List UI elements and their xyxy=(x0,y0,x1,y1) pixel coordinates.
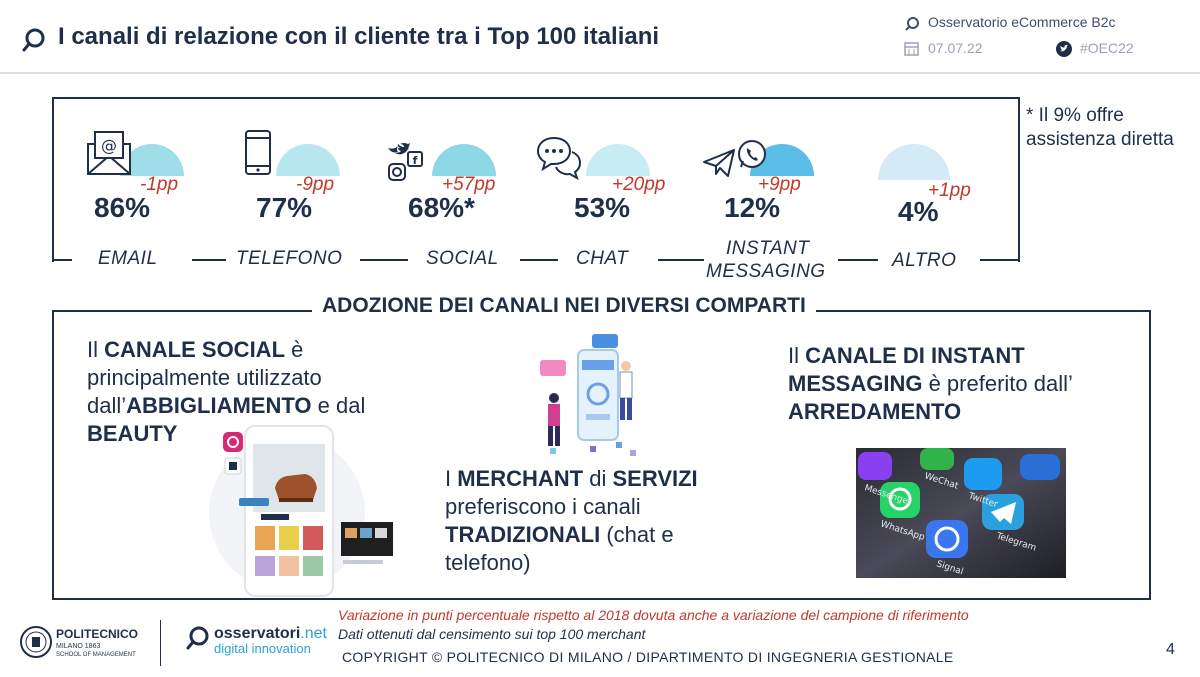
channel-value: 86% xyxy=(94,192,151,223)
chat-icon xyxy=(536,136,582,180)
osservatori-subtitle: digital innovation xyxy=(214,641,311,656)
frame-bottom-segment xyxy=(980,259,1020,261)
frame-bottom-segment xyxy=(658,259,704,261)
email-icon: @ xyxy=(87,131,131,175)
channel-bowl xyxy=(586,144,650,176)
channel-instant-messaging: +9pp 12% INSTANT MESSAGING xyxy=(700,130,840,285)
text-fragment-bold: TRADIZIONALI xyxy=(445,522,601,547)
channel-label: EMAIL xyxy=(98,248,158,269)
channel-bowl xyxy=(432,144,496,176)
section-title: ADOZIONE DEI CANALI NEI DIVERSI COMPARTI xyxy=(312,294,816,318)
channel-phone: -9pp 77% TELEFONO xyxy=(226,130,360,280)
text-fragment: di xyxy=(583,466,613,491)
channel-label-line1: INSTANT xyxy=(726,238,810,259)
channel-value: 68%* xyxy=(408,192,475,223)
footnote-direct-assistance: * Il 9% offre assistenza diretta xyxy=(1026,105,1174,150)
channel-delta: -9pp xyxy=(296,174,335,195)
text-fragment-bold: CANALE SOCIAL xyxy=(104,337,286,362)
social-icon: f xyxy=(388,143,423,181)
social-channel-text: Il CANALE SOCIAL è principalmente utiliz… xyxy=(87,336,417,448)
header-date: 07.07.22 xyxy=(928,40,983,56)
messaging-apps-photo: Messenger WeChat Twitter WhatsApp Telegr… xyxy=(856,448,1066,578)
frame-bottom-segment xyxy=(838,259,878,261)
channel-label: CHAT xyxy=(576,248,629,269)
svg-text:f: f xyxy=(413,154,418,167)
magnifier-logo-icon xyxy=(22,28,45,52)
copyright-text: COPYRIGHT © POLITECNICO DI MILANO / DIPA… xyxy=(342,649,954,665)
text-fragment: I xyxy=(445,466,458,491)
footer-separator xyxy=(160,620,161,666)
osservatori-net: .net xyxy=(300,625,327,642)
channel-label: ALTRO xyxy=(892,250,957,271)
page-number: 4 xyxy=(1166,641,1175,658)
politecnico-name: POLITECNICO xyxy=(56,627,139,641)
channel-value: 4% xyxy=(898,196,939,227)
channel-delta: +9pp xyxy=(758,174,801,195)
merchant-services-text: I MERCHANT di SERVIZI preferiscono i can… xyxy=(445,465,745,577)
text-fragment-bold: ARREDAMENTO xyxy=(788,399,962,424)
customer-support-illustration xyxy=(540,334,636,456)
instant-messaging-text: Il CANALE DI INSTANT MESSAGING è preferi… xyxy=(788,342,1138,426)
channel-chat: +20pp 53% CHAT xyxy=(536,130,666,280)
header-hashtag: #OEC22 xyxy=(1080,40,1134,56)
channel-delta: +57pp xyxy=(442,174,496,195)
channel-bowl xyxy=(120,144,184,176)
frame-bottom-segment xyxy=(52,259,72,261)
magnifier-small-icon xyxy=(905,17,919,31)
text-fragment-bold: SERVIZI xyxy=(612,466,698,491)
channel-bowl xyxy=(878,144,950,180)
osservatori-text: osservatori xyxy=(214,625,301,642)
messaging-icon xyxy=(703,140,766,177)
text-fragment-bold: ABBIGLIAMENTO xyxy=(126,393,312,418)
politecnico-school: SCHOOL OF MANAGEMENT xyxy=(56,652,136,658)
footnote-variation: Variazione in punti percentuale rispetto… xyxy=(338,607,969,623)
osservatori-name: osservatori.net xyxy=(214,625,327,643)
frame-bottom-segment xyxy=(360,259,408,261)
svg-text:@: @ xyxy=(101,136,117,155)
text-fragment: è principalmente utilizzato dall’ xyxy=(87,337,322,418)
observatory-name: Osservatorio eCommerce B2c xyxy=(928,14,1116,30)
channel-social: f +57pp 68%* SOCIAL xyxy=(380,130,520,280)
text-fragment: Il xyxy=(87,337,105,362)
channel-label: TELEFONO xyxy=(236,248,343,269)
footnote-census: Dati ottenuti dal censimento sui top 100… xyxy=(338,626,646,642)
channel-bowl xyxy=(750,144,814,176)
text-fragment: (chat e telefono) xyxy=(445,522,674,575)
twitter-icon xyxy=(1056,41,1072,57)
text-fragment: e dal xyxy=(311,393,366,418)
channel-bowl xyxy=(276,144,340,176)
channel-label-line2: MESSAGING xyxy=(706,261,826,282)
calendar-icon xyxy=(904,42,919,56)
text-fragment-bold: BEAUTY xyxy=(87,421,178,446)
channels-frame xyxy=(52,97,1020,262)
channel-other: +1pp 4% ALTRO xyxy=(878,130,980,280)
channel-label: SOCIAL xyxy=(426,248,499,269)
politecnico-seal-icon xyxy=(20,626,52,658)
text-fragment: è preferito dall’ xyxy=(922,371,1073,396)
channel-value: 53% xyxy=(574,192,631,223)
shopping-app-illustration xyxy=(209,425,393,597)
channel-delta: +20pp xyxy=(612,174,666,195)
channel-delta: -1pp xyxy=(140,174,179,195)
page-title: I canali di relazione con il cliente tra… xyxy=(58,23,660,50)
channel-value: 12% xyxy=(724,192,781,223)
frame-bottom-segment xyxy=(520,259,558,261)
header-divider xyxy=(0,72,1200,74)
phone-icon xyxy=(245,130,271,175)
channel-delta: +1pp xyxy=(928,180,971,201)
text-fragment: preferiscono i canali xyxy=(445,494,641,519)
politecnico-subtitle: MILANO 1863 xyxy=(56,643,101,650)
frame-bottom-segment xyxy=(192,259,226,261)
channel-email: @ -1pp 86% EMAIL xyxy=(72,130,192,280)
text-fragment-bold: MERCHANT xyxy=(457,466,584,491)
channel-value: 77% xyxy=(256,192,313,223)
text-fragment-bold: CANALE DI INSTANT MESSAGING xyxy=(788,343,1025,396)
osservatori-logo-icon xyxy=(186,626,209,650)
text-fragment: Il xyxy=(788,343,806,368)
